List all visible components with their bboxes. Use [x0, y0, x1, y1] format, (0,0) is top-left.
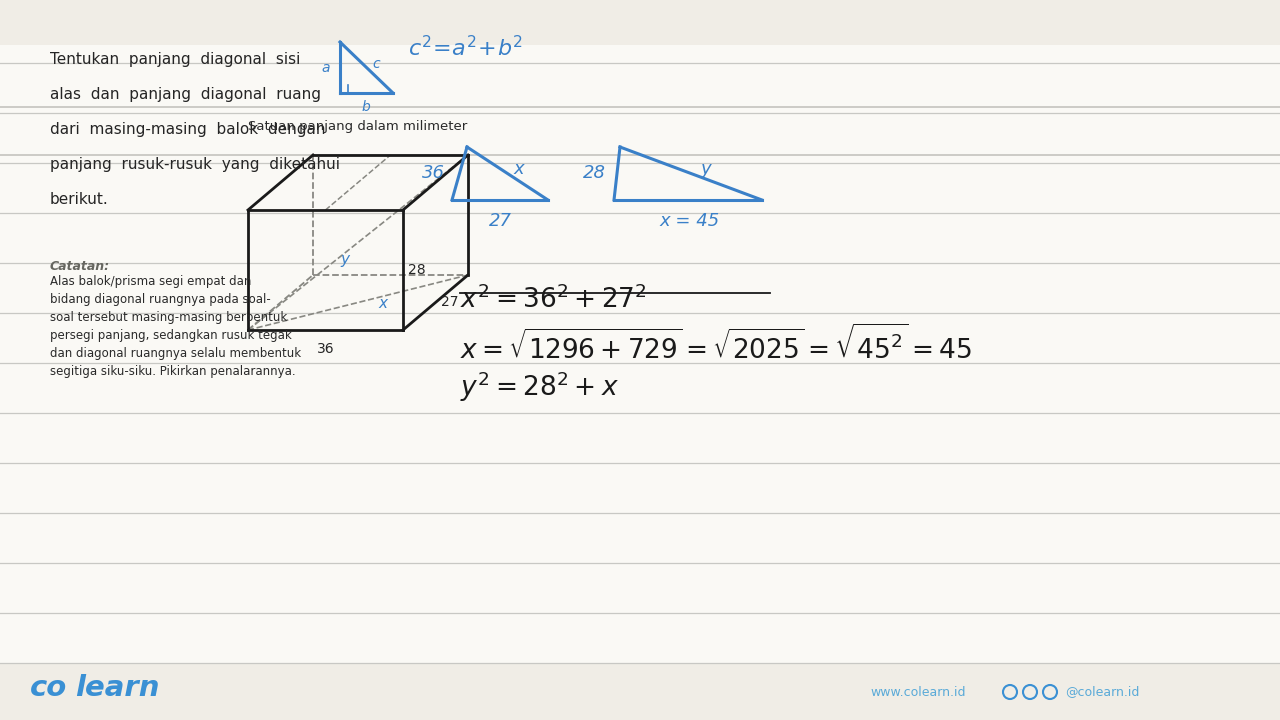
Text: co: co	[29, 674, 68, 702]
Text: www.colearn.id: www.colearn.id	[870, 685, 965, 698]
Text: $c^2\!=\!a^2\!+\!b^2$: $c^2\!=\!a^2\!+\!b^2$	[408, 35, 524, 60]
Text: c: c	[372, 57, 380, 71]
Text: a: a	[321, 61, 330, 75]
Text: berikut.: berikut.	[50, 192, 109, 207]
Text: $x = \sqrt{1296 + 729} = \sqrt{2025} = \sqrt{45^2} = 45$: $x = \sqrt{1296 + 729} = \sqrt{2025} = \…	[460, 325, 972, 365]
Text: dari  masing-masing  balok  dengan: dari masing-masing balok dengan	[50, 122, 325, 137]
Text: x: x	[513, 160, 524, 178]
Text: panjang  rusuk-rusuk  yang  diketahui: panjang rusuk-rusuk yang diketahui	[50, 157, 340, 172]
Text: 36: 36	[422, 164, 445, 182]
Text: x: x	[379, 297, 388, 312]
Text: 27: 27	[442, 295, 458, 310]
Text: x = 45: x = 45	[660, 212, 721, 230]
Text: 36: 36	[316, 342, 334, 356]
Text: $x^2 = 36^2 + 27^2$: $x^2 = 36^2 + 27^2$	[460, 285, 646, 313]
Text: dan diagonal ruangnya selalu membentuk: dan diagonal ruangnya selalu membentuk	[50, 347, 301, 360]
Text: 27: 27	[489, 212, 512, 230]
Text: bidang diagonal ruangnya pada soal-: bidang diagonal ruangnya pada soal-	[50, 293, 271, 306]
FancyBboxPatch shape	[0, 45, 1280, 663]
Text: @colearn.id: @colearn.id	[1065, 685, 1139, 698]
Text: 28: 28	[408, 263, 426, 277]
Text: Satuan panjang dalam milimeter: Satuan panjang dalam milimeter	[248, 120, 467, 133]
Text: persegi panjang, sedangkan rusuk tegak: persegi panjang, sedangkan rusuk tegak	[50, 329, 292, 342]
Text: y: y	[340, 252, 349, 267]
Text: alas  dan  panjang  diagonal  ruang: alas dan panjang diagonal ruang	[50, 87, 321, 102]
Text: Tentukan  panjang  diagonal  sisi: Tentukan panjang diagonal sisi	[50, 52, 301, 67]
Text: learn: learn	[76, 674, 160, 702]
Text: 28: 28	[582, 164, 605, 182]
Text: Catatan:: Catatan:	[50, 260, 110, 273]
Text: y: y	[700, 160, 710, 178]
Text: Alas balok/prisma segi empat dan: Alas balok/prisma segi empat dan	[50, 275, 251, 288]
Text: b: b	[362, 100, 370, 114]
Text: soal tersebut masing-masing berbentuk: soal tersebut masing-masing berbentuk	[50, 311, 287, 324]
Text: $y^2 = 28^2 + x$: $y^2 = 28^2 + x$	[460, 370, 620, 405]
Text: segitiga siku-siku. Pikirkan penalarannya.: segitiga siku-siku. Pikirkan penalaranny…	[50, 365, 296, 378]
